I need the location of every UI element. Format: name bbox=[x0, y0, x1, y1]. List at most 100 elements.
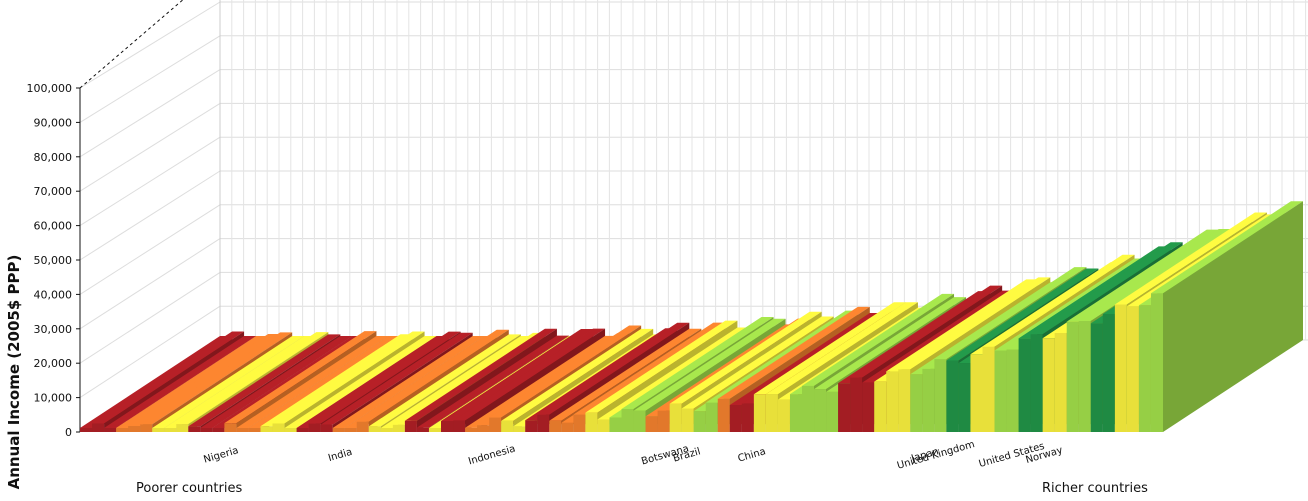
income-bar-front bbox=[838, 383, 851, 432]
income-bar-top bbox=[272, 331, 425, 424]
country-label: India bbox=[327, 447, 354, 464]
side-grid-line bbox=[79, 305, 221, 399]
income-bar-front bbox=[1054, 332, 1067, 432]
income-bar-front bbox=[80, 428, 93, 432]
income-bar-top bbox=[753, 302, 906, 395]
income-bar-front bbox=[392, 424, 405, 432]
income-bar-front bbox=[645, 416, 658, 432]
income-bar-front bbox=[248, 428, 261, 432]
y-tick-label: 50,000 bbox=[34, 254, 73, 267]
income-bar-front bbox=[116, 428, 129, 432]
income-bar-top bbox=[368, 334, 521, 427]
income-bar-front bbox=[826, 391, 839, 432]
income-bar-front bbox=[92, 423, 105, 432]
country-label: Nigeria bbox=[202, 445, 239, 465]
income-bar-front bbox=[633, 410, 646, 432]
income-bar-front bbox=[332, 428, 345, 432]
income-bar-top bbox=[765, 302, 918, 395]
income-bar-top bbox=[982, 254, 1135, 347]
side-grid-line bbox=[79, 271, 221, 364]
income-bar-top bbox=[284, 336, 437, 428]
income-bar-front bbox=[681, 408, 694, 432]
income-bar-front bbox=[741, 403, 754, 432]
income-bar-front bbox=[886, 371, 899, 432]
income-bar-front bbox=[104, 428, 117, 432]
income-bar-top bbox=[188, 334, 341, 427]
income-bar-front bbox=[922, 368, 935, 432]
income-bar-top bbox=[320, 332, 473, 425]
income-bar-front bbox=[441, 421, 454, 432]
income-bar-top bbox=[681, 316, 834, 409]
income-bar-top bbox=[1030, 242, 1183, 335]
income-bar-top bbox=[669, 311, 822, 404]
y-tick-label: 90,000 bbox=[34, 116, 73, 129]
income-bar-top bbox=[236, 336, 389, 428]
side-grid-line bbox=[79, 238, 221, 330]
income-bar-top bbox=[224, 331, 377, 424]
income-bar-top bbox=[92, 331, 245, 424]
income-bar-front bbox=[910, 374, 923, 432]
income-bar-front bbox=[260, 426, 273, 432]
income-bar-top bbox=[549, 328, 702, 421]
income-bar-top bbox=[489, 325, 642, 418]
income-bar-front bbox=[1042, 338, 1055, 432]
income-bar-front bbox=[802, 385, 815, 432]
y-tick-label: 60,000 bbox=[34, 220, 73, 233]
income-bar-front bbox=[453, 420, 466, 432]
income-bar-front bbox=[1078, 320, 1091, 432]
income-bar-top bbox=[1114, 212, 1267, 305]
income-bar-top bbox=[633, 318, 786, 411]
income-bar-front bbox=[416, 427, 429, 432]
side-grid-line bbox=[79, 102, 221, 192]
income-bar-front bbox=[946, 360, 959, 432]
income-bar-front bbox=[176, 424, 189, 432]
side-grid-line bbox=[79, 69, 221, 158]
income-bar-top bbox=[248, 336, 401, 428]
income-bar-front bbox=[284, 428, 297, 432]
income-bar-front bbox=[693, 411, 706, 432]
income-bar-front bbox=[152, 428, 165, 432]
income-bar-top bbox=[332, 336, 485, 428]
y-tick-label: 70,000 bbox=[34, 185, 73, 198]
income-bar-front bbox=[1066, 321, 1079, 432]
country-label: China bbox=[737, 446, 768, 464]
y-tick-label: 80,000 bbox=[34, 151, 73, 164]
income-bar-front bbox=[489, 417, 502, 432]
side-grid-line bbox=[79, 204, 221, 295]
income-bar-top bbox=[573, 322, 726, 415]
y-axis-label: Annual Income (2005$ PPP) bbox=[5, 254, 23, 490]
income-bar-front bbox=[356, 421, 369, 432]
income-bar-front bbox=[513, 426, 526, 432]
income-bar-front bbox=[1102, 314, 1115, 432]
income-bar-top bbox=[802, 293, 955, 386]
income-bar-top bbox=[128, 334, 281, 427]
income-bar-front bbox=[705, 402, 718, 432]
income-bar-top bbox=[886, 279, 1039, 372]
income-bar-front bbox=[609, 417, 622, 432]
income-bar-front bbox=[669, 403, 682, 432]
income-bar-front bbox=[1138, 305, 1151, 432]
income-bar-front bbox=[477, 425, 490, 432]
income-bar-top bbox=[717, 306, 870, 399]
income-bar-front bbox=[994, 350, 1007, 432]
income-bar-top bbox=[200, 336, 353, 428]
income-bar-front bbox=[850, 377, 863, 432]
income-bar-front bbox=[1090, 323, 1103, 432]
y-tick-label: 0 bbox=[65, 426, 72, 439]
income-bar-top bbox=[152, 336, 305, 428]
income-bar-front bbox=[717, 398, 730, 432]
y-axis-label-wrap: Annual Income (2005$ PPP) bbox=[0, 0, 23, 490]
income-bar-top bbox=[898, 277, 1051, 370]
side-grid-line bbox=[79, 170, 221, 261]
income-bar-front bbox=[621, 408, 634, 432]
income-bar-front bbox=[501, 420, 514, 432]
income-bar-front bbox=[549, 420, 562, 432]
income-bar-top bbox=[934, 267, 1087, 360]
income-bar-top bbox=[850, 285, 1003, 378]
income-bar-top bbox=[140, 332, 293, 425]
income-bar-front bbox=[296, 428, 309, 432]
income-bar-top bbox=[537, 322, 690, 415]
y-tick-label: 10,000 bbox=[34, 392, 73, 405]
